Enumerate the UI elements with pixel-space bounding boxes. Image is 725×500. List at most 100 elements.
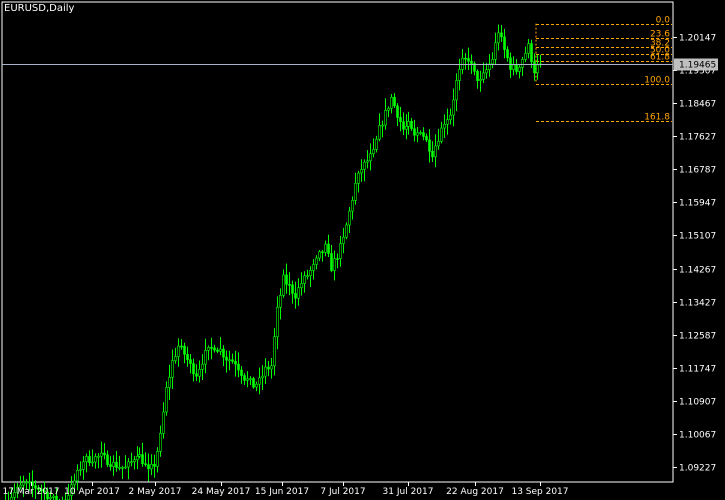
candle <box>384 98 387 130</box>
candle <box>315 255 318 270</box>
candle-body <box>249 378 252 380</box>
candle-body <box>491 59 494 65</box>
candle-body <box>153 463 156 467</box>
candle-body <box>500 32 503 38</box>
y-tick-label: 1.11747 <box>679 365 716 375</box>
candle-body <box>485 69 488 74</box>
candle-body <box>168 376 171 388</box>
candle <box>324 240 327 257</box>
candle-body <box>482 72 485 80</box>
candle-body <box>55 495 58 500</box>
x-tick-label: 24 May 2017 <box>192 487 251 497</box>
candle-body <box>264 366 267 377</box>
candle <box>390 94 393 114</box>
candle <box>165 381 168 416</box>
candle-body <box>106 454 109 465</box>
candle <box>8 491 9 500</box>
candle <box>234 350 237 377</box>
candle <box>464 53 467 70</box>
candle <box>405 114 408 140</box>
candle-body <box>40 489 43 492</box>
candle-body <box>216 349 219 352</box>
candle <box>288 272 291 296</box>
candle <box>476 69 479 89</box>
candle-body <box>127 461 130 468</box>
candle <box>354 172 357 205</box>
candle-body <box>425 136 428 141</box>
candle <box>294 281 297 309</box>
candle <box>351 196 354 220</box>
candle-body <box>378 125 381 140</box>
candle-body <box>506 49 509 59</box>
candle-body <box>174 356 177 361</box>
candle-body <box>121 467 124 469</box>
candle <box>521 56 524 76</box>
candle <box>267 361 270 377</box>
candle <box>73 473 76 494</box>
candle <box>524 46 527 63</box>
candle <box>357 170 360 193</box>
candle-body <box>440 127 443 142</box>
candle <box>309 266 312 288</box>
candle <box>348 207 351 233</box>
candle <box>509 52 512 79</box>
candle-body <box>428 139 431 152</box>
candle <box>106 450 109 467</box>
candle-body <box>213 347 216 351</box>
candle <box>533 53 536 81</box>
candle-body <box>115 461 118 468</box>
candle-body <box>285 274 288 285</box>
candle <box>147 453 150 482</box>
candle-body <box>231 359 234 362</box>
candle-body <box>476 70 479 81</box>
fibo-level-label: 100.0 <box>644 76 670 86</box>
candle-body <box>130 461 133 464</box>
x-tick-label: 31 Jul 2017 <box>383 487 434 497</box>
candle-body <box>407 121 410 127</box>
candle-body <box>91 461 94 464</box>
candle-body <box>207 347 210 351</box>
candle <box>195 364 198 381</box>
fibonacci-retracement[interactable]: 0.0 23.638.250.061.8 100.0 161.8 <box>535 16 672 123</box>
candle-body <box>103 452 106 456</box>
candle <box>133 455 136 470</box>
candle <box>22 475 25 497</box>
candle-body <box>70 484 73 496</box>
candle-body <box>297 287 300 299</box>
y-tick-label: 1.14267 <box>679 266 716 276</box>
candle <box>76 464 79 491</box>
candle <box>402 112 405 136</box>
candle-body <box>43 490 46 493</box>
candle <box>494 32 497 65</box>
candle <box>249 376 252 386</box>
candle <box>85 453 88 473</box>
candle-body <box>270 365 273 370</box>
candle-body <box>52 495 55 498</box>
y-tick-label: 1.15947 <box>679 199 716 209</box>
candle <box>407 111 410 135</box>
candle <box>82 455 85 480</box>
candle-body <box>387 107 390 111</box>
candle-body <box>279 295 282 308</box>
candle <box>207 345 210 361</box>
x-tick-label: 13 Sep 2017 <box>511 487 568 497</box>
candle-body <box>85 456 88 463</box>
candle <box>5 489 6 500</box>
candle <box>503 28 506 59</box>
candle-body <box>443 123 446 129</box>
candle <box>198 360 201 383</box>
candle <box>285 263 288 294</box>
candle <box>413 119 416 142</box>
candle <box>366 150 369 169</box>
candle <box>327 234 330 258</box>
fibo-level-label: 0.0 <box>656 16 671 26</box>
candle <box>19 475 22 490</box>
candle-body <box>437 141 440 147</box>
candle-body <box>204 350 207 365</box>
candle-body <box>300 283 303 289</box>
candle-body <box>518 66 521 72</box>
candle-body <box>396 105 399 118</box>
candle <box>255 381 258 392</box>
candle-body <box>34 485 37 489</box>
